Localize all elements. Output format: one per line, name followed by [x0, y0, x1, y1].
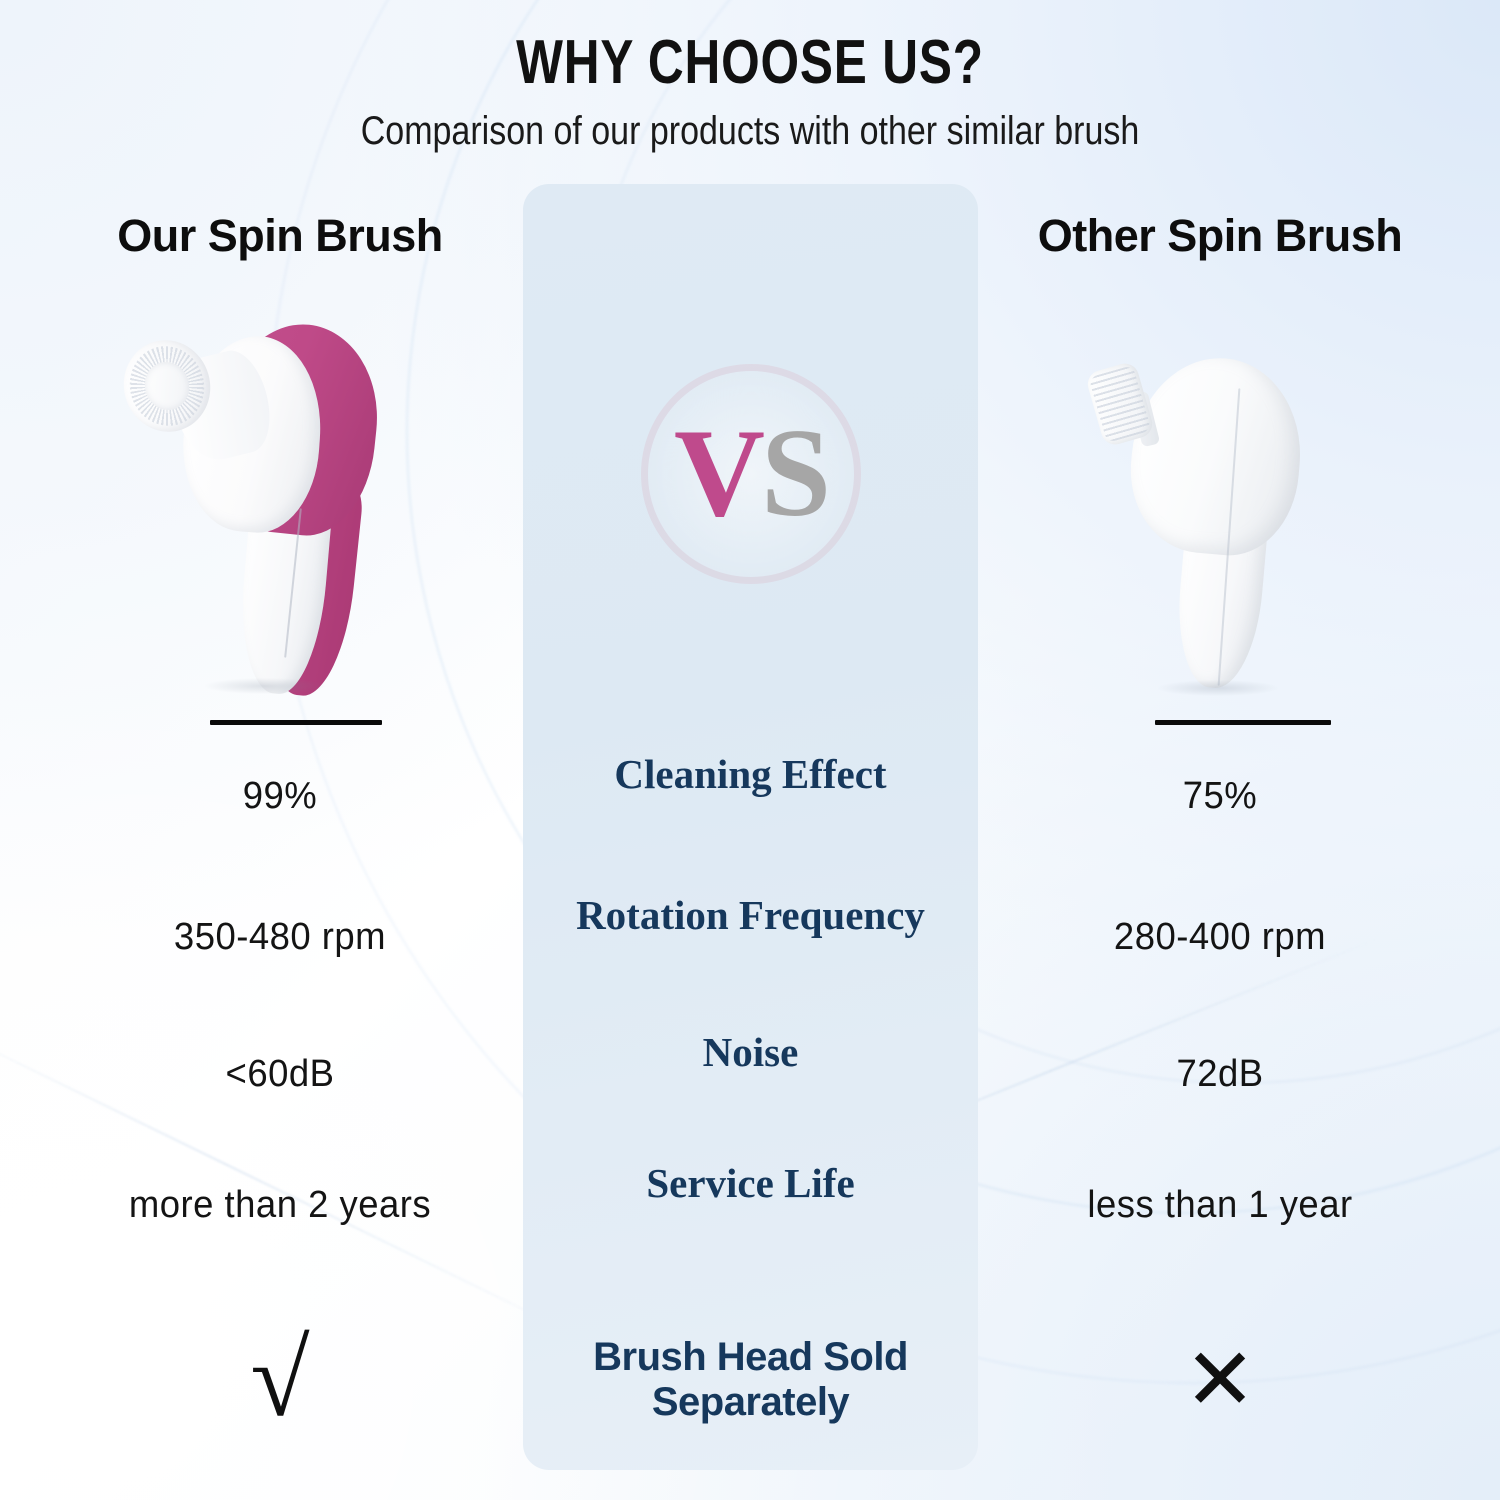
value-other-cleaning-effect: 75% [1182, 775, 1258, 817]
product-image-our-spin-brush [112, 316, 410, 700]
vs-emblem: VS [523, 364, 978, 584]
value-other-noise: 72dB [1176, 1053, 1264, 1095]
feature-label-service-life: Service Life [646, 1160, 855, 1207]
divider-right [1155, 720, 1331, 725]
column-header-ours: Our Spin Brush [117, 210, 443, 261]
vs-text: VS [674, 411, 831, 537]
product-brush-head [1084, 360, 1156, 448]
product-shadow [205, 678, 325, 694]
vs-ring: VS [640, 364, 861, 584]
value-ours-noise: <60dB [225, 1053, 335, 1095]
value-ours-cleaning-effect: 99% [242, 775, 318, 817]
feature-label-cleaning-effect: Cleaning Effect [614, 751, 887, 798]
product-shadow [1158, 680, 1278, 696]
product-image-other-spin-brush [1084, 348, 1348, 696]
header: WHY CHOOSE US? Comparison of our product… [0, 30, 1500, 153]
product-body [1123, 351, 1309, 561]
value-ours-rotation-frequency: 350-480 rpm [173, 916, 387, 958]
feature-label-noise: Noise [702, 1029, 799, 1076]
divider-left [210, 720, 382, 725]
vs-letter-s: S [760, 404, 831, 543]
feature-label-rotation-frequency: Rotation Frequency [576, 892, 925, 939]
feature-label-brush-head-separately: Brush Head Sold Separately [593, 1335, 908, 1424]
value-other-rotation-frequency: 280-400 rpm [1113, 916, 1327, 958]
page-title: WHY CHOOSE US? [516, 28, 984, 97]
value-ours-service-life: more than 2 years [128, 1184, 432, 1226]
page-subtitle: Comparison of our products with other si… [360, 109, 1140, 154]
verdict-check-icon: √ [250, 1320, 310, 1439]
value-other-service-life: less than 1 year [1087, 1184, 1353, 1226]
verdict-cross-icon: ✕ [1183, 1330, 1257, 1430]
vs-letter-v: V [673, 404, 765, 543]
center-feature-panel: VS [523, 184, 978, 1470]
column-header-other: Other Spin Brush [1037, 210, 1403, 261]
